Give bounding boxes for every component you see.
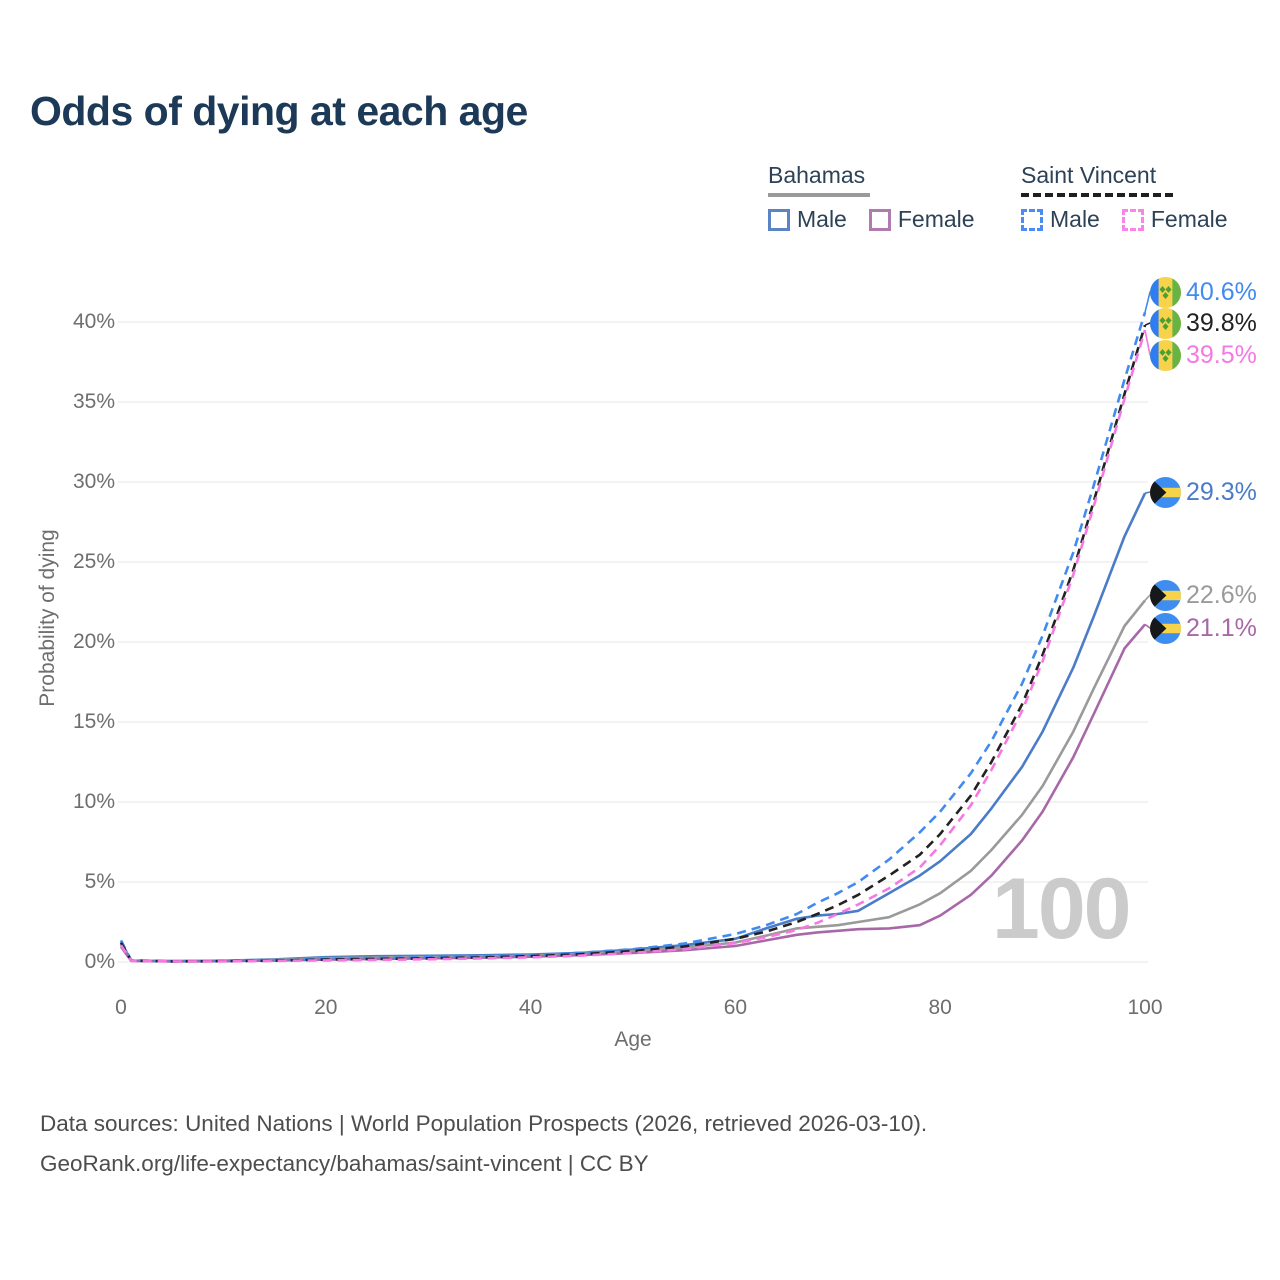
legend-country-saint-vincent[interactable]: Saint Vincent	[1021, 162, 1173, 197]
end-label-saint-vincent-overall: 39.8%	[1150, 307, 1257, 339]
legend-item-label-saint-vincent-male: Male	[1050, 206, 1100, 232]
end-label-value-saint-vincent-overall: 39.8%	[1186, 308, 1257, 337]
x-tick-label-60: 60	[723, 996, 748, 1019]
end-label-bahamas-overall: 22.6%	[1150, 579, 1257, 611]
x-tick-label-80: 80	[928, 996, 952, 1019]
end-label-value-bahamas-overall: 22.6%	[1186, 580, 1257, 609]
bahamas-line-style-swatch-icon	[768, 193, 870, 197]
bahamas-flag-icon	[1150, 579, 1181, 611]
bahamas-flag-icon	[1150, 612, 1181, 644]
legend-item-label-saint-vincent-female: Female	[1150, 206, 1228, 232]
bahamas-female-swatch-icon	[868, 208, 891, 231]
y-tick-label-25%: 25%	[72, 550, 115, 573]
legend-group-saint-vincent: Saint Vincent Male Female	[1021, 162, 1228, 233]
legend-item-saint-vincent-female[interactable]: Female	[1121, 206, 1228, 233]
y-tick-label-15%: 15%	[72, 710, 115, 733]
footer: Data sources: United Nations | World Pop…	[40, 1104, 927, 1184]
age-counter-watermark: 100	[992, 861, 1131, 957]
chart-title: Odds of dying at each age	[30, 88, 528, 134]
x-tick-label-0: 0	[115, 996, 127, 1019]
y-tick-label-40%: 40%	[72, 310, 115, 333]
legend-group-bahamas: Bahamas Male Female	[768, 162, 975, 233]
x-axis-title: Age	[614, 1028, 652, 1051]
end-label-bahamas-female: 21.1%	[1150, 612, 1257, 644]
saint-vincent-male-swatch-icon	[1021, 208, 1043, 231]
end-label-value-saint-vincent-female: 39.5%	[1186, 340, 1257, 369]
y-tick-label-10%: 10%	[72, 790, 115, 813]
saint-vincent-flag-icon	[1150, 307, 1181, 339]
legend-country-label-bahamas: Bahamas	[768, 162, 866, 188]
y-tick-label-20%: 20%	[72, 630, 115, 653]
legend-item-bahamas-male[interactable]: Male	[768, 206, 847, 233]
end-label-saint-vincent-female: 39.5%	[1150, 339, 1257, 371]
end-label-saint-vincent-male: 40.6%	[1150, 276, 1257, 308]
legend-item-bahamas-female[interactable]: Female	[868, 206, 975, 233]
footer-attribution: GeoRank.org/life-expectancy/bahamas/sain…	[40, 1151, 649, 1176]
y-tick-label-35%: 35%	[72, 390, 115, 413]
x-tick-label-40: 40	[518, 996, 543, 1019]
saint-vincent-flag-icon	[1150, 276, 1181, 308]
x-tick-label-100: 100	[1127, 996, 1163, 1019]
legend-country-label-saint-vincent: Saint Vincent	[1021, 162, 1157, 188]
saint-vincent-line-style-swatch-icon	[1021, 193, 1173, 197]
y-axis-title: Probability of dying	[36, 529, 59, 707]
saint-vincent-female-swatch-icon	[1121, 208, 1144, 231]
y-tick-label-0%: 0%	[84, 950, 115, 973]
end-label-value-bahamas-male: 29.3%	[1186, 477, 1257, 506]
legend-item-label-bahamas-female: Female	[897, 206, 975, 232]
y-tick-label-30%: 30%	[72, 470, 115, 493]
end-label-value-saint-vincent-male: 40.6%	[1186, 277, 1257, 306]
legend-country-bahamas[interactable]: Bahamas	[768, 162, 870, 197]
legend-item-saint-vincent-male[interactable]: Male	[1021, 206, 1100, 233]
bahamas-male-swatch-icon	[768, 208, 790, 231]
end-label-value-bahamas-female: 21.1%	[1186, 613, 1257, 642]
x-tick-label-20: 20	[314, 996, 338, 1019]
y-tick-label-5%: 5%	[84, 870, 115, 893]
legend-item-label-bahamas-male: Male	[797, 206, 847, 232]
bahamas-flag-icon	[1150, 476, 1181, 508]
footer-data-sources: Data sources: United Nations | World Pop…	[40, 1111, 928, 1136]
saint-vincent-flag-icon	[1150, 339, 1181, 371]
end-label-bahamas-male: 29.3%	[1150, 476, 1257, 508]
